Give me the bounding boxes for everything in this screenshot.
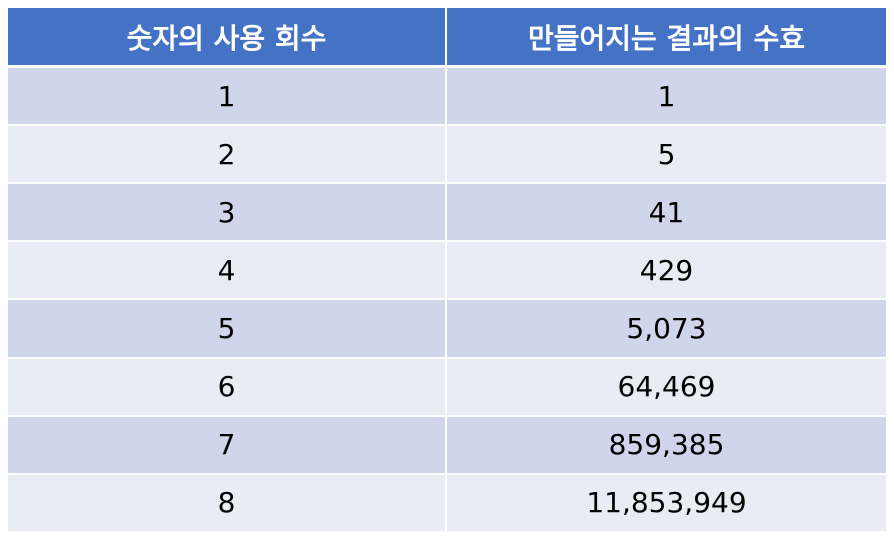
result-count-cell: 41	[446, 183, 886, 243]
usage-count-cell: 5	[8, 299, 447, 359]
usage-count-cell: 4	[8, 241, 447, 301]
usage-count-cell: 3	[8, 183, 447, 243]
results-table-container: 숫자의 사용 회수 만들어지는 결과의 수효 1 1 2 5 3 41 4 42…	[8, 8, 886, 534]
header-usage-count: 숫자의 사용 회수	[8, 8, 447, 68]
table-row: 8 11,853,949	[8, 473, 886, 534]
table-row: 6 64,469	[8, 357, 886, 417]
results-table: 숫자의 사용 회수 만들어지는 결과의 수효 1 1 2 5 3 41 4 42…	[8, 8, 886, 534]
table-row: 3 41	[8, 183, 886, 243]
usage-count-cell: 7	[8, 415, 447, 475]
result-count-cell: 5,073	[446, 299, 886, 359]
table-header-row: 숫자의 사용 회수 만들어지는 결과의 수효	[8, 8, 886, 68]
table-row: 4 429	[8, 241, 886, 301]
usage-count-cell: 6	[8, 357, 447, 417]
table-row: 1 1	[8, 66, 886, 127]
result-count-cell: 429	[446, 241, 886, 301]
result-count-cell: 859,385	[446, 415, 886, 475]
usage-count-cell: 8	[8, 473, 447, 534]
result-count-cell: 11,853,949	[446, 473, 886, 534]
table-row: 5 5,073	[8, 299, 886, 359]
result-count-cell: 1	[446, 66, 886, 127]
table-row: 2 5	[8, 125, 886, 185]
usage-count-cell: 2	[8, 125, 447, 185]
result-count-cell: 64,469	[446, 357, 886, 417]
header-result-count: 만들어지는 결과의 수효	[446, 8, 886, 68]
usage-count-cell: 1	[8, 66, 447, 127]
result-count-cell: 5	[446, 125, 886, 185]
table-row: 7 859,385	[8, 415, 886, 475]
